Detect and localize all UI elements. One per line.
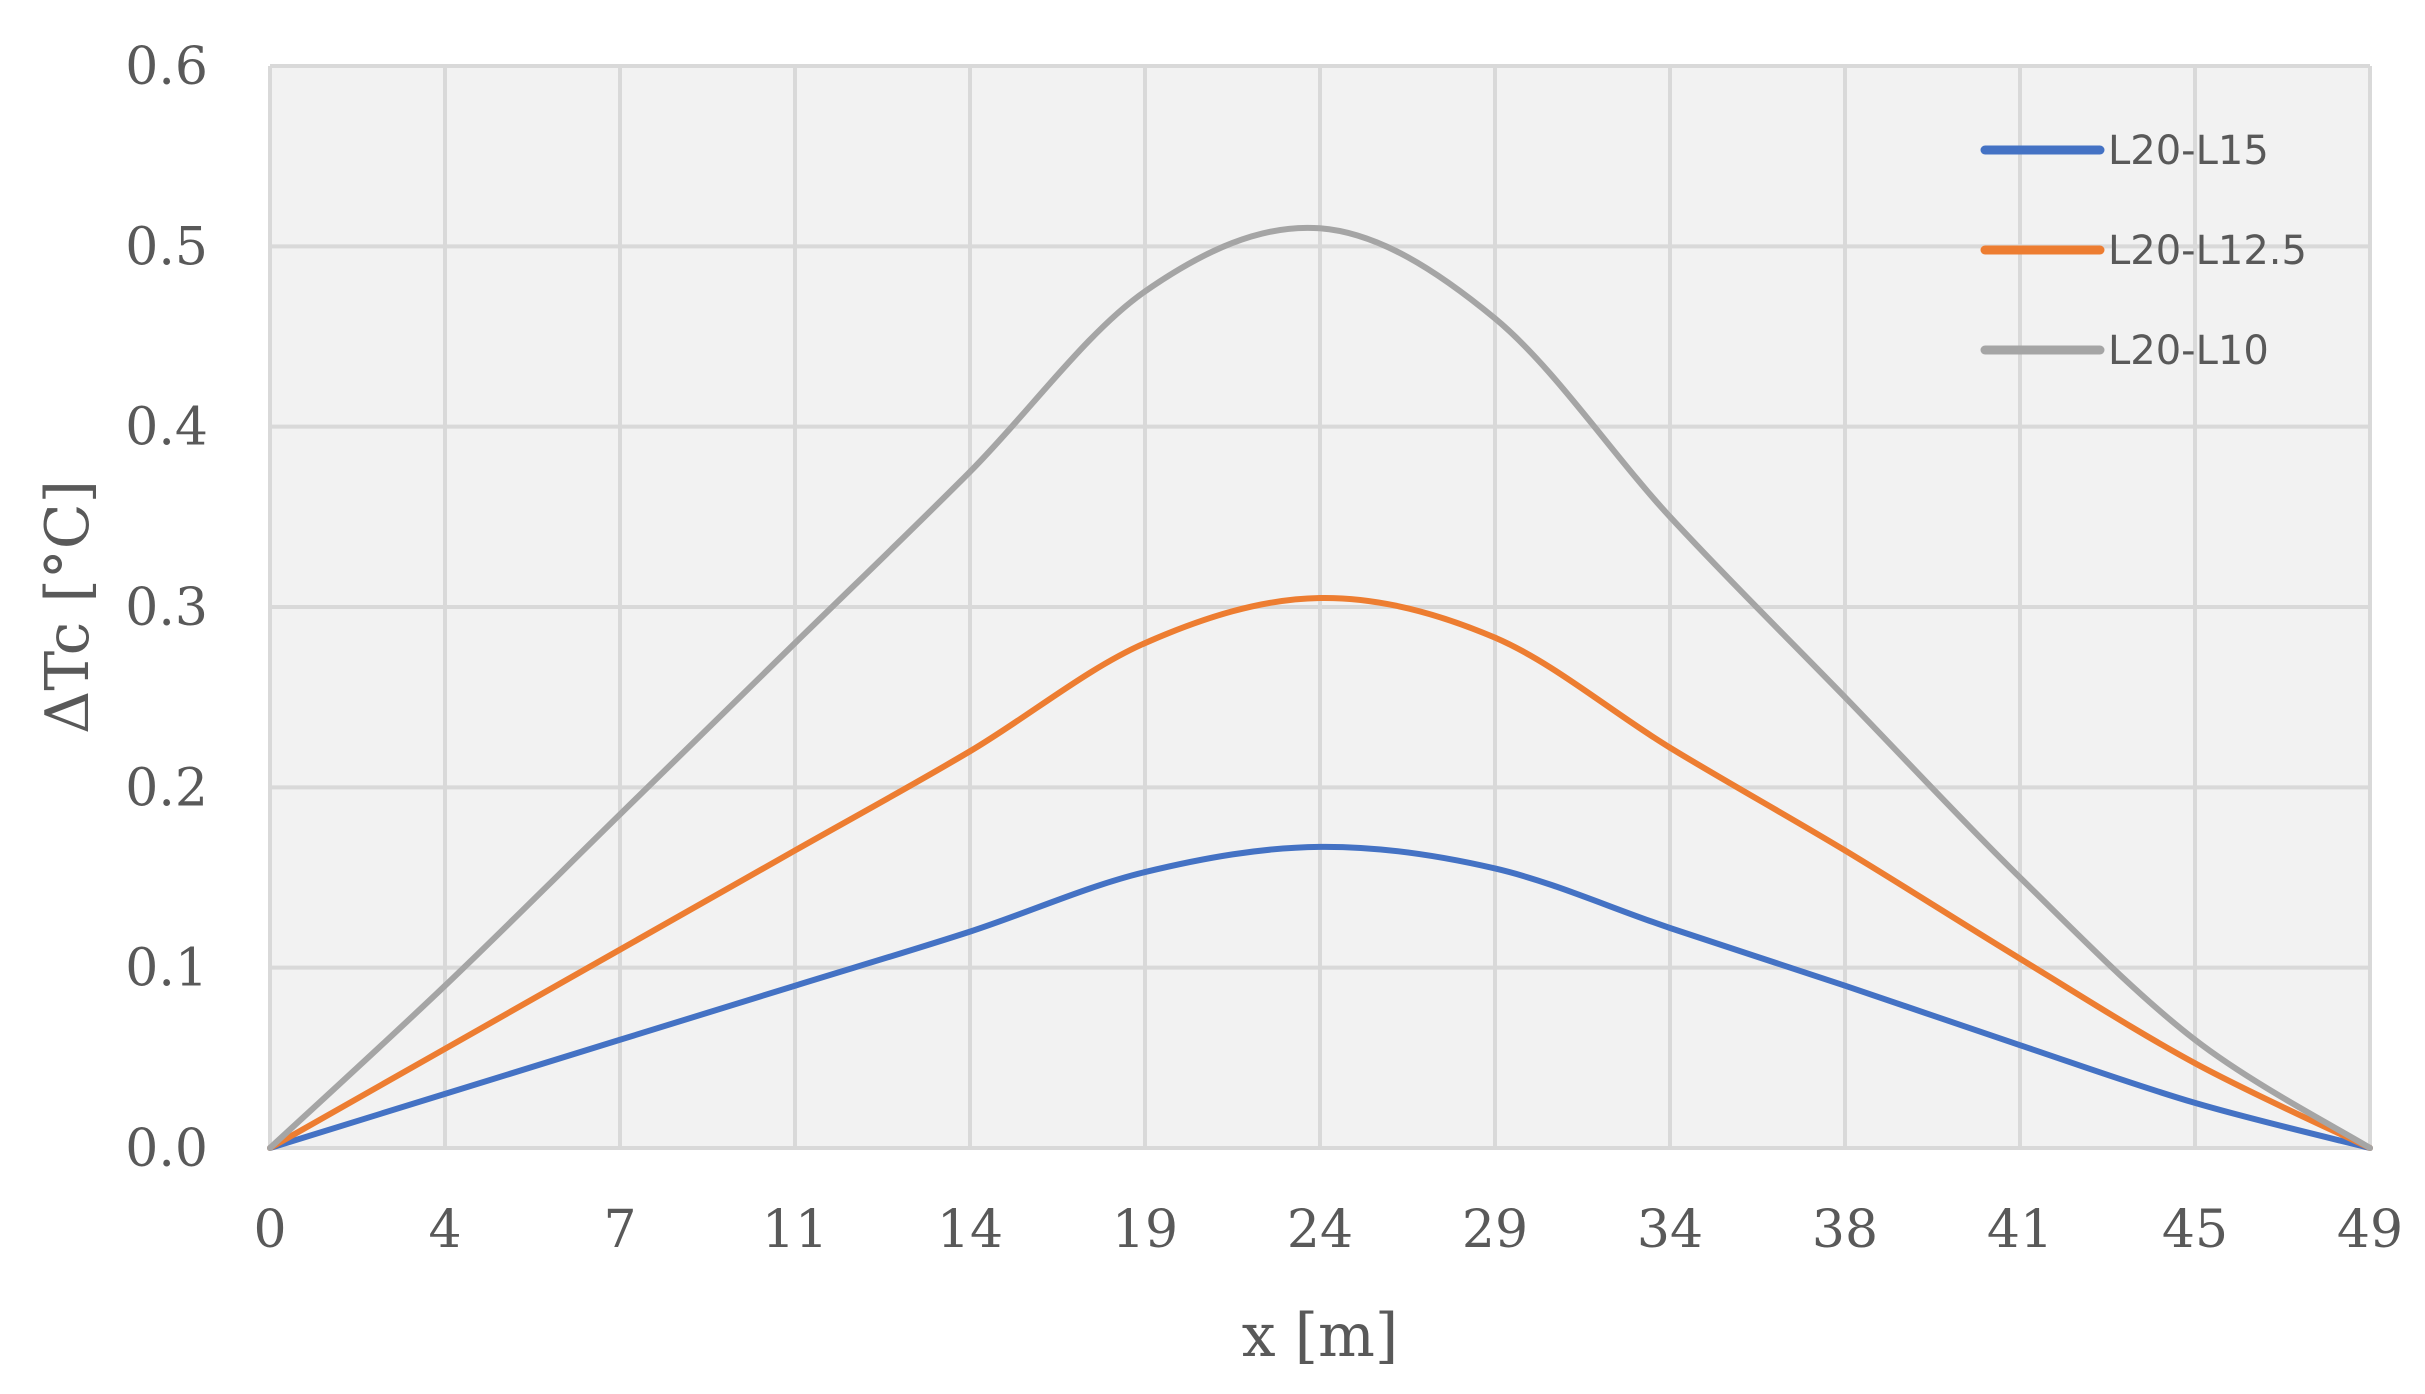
x-tick-label: 7: [603, 1200, 636, 1260]
x-tick-label: 45: [2162, 1200, 2228, 1260]
legend-label-l20-l15: L20-L15: [2108, 128, 2269, 174]
gridlines: [268, 64, 2372, 1150]
x-tick-label: 29: [1462, 1200, 1528, 1260]
y-tick-label: 0.1: [125, 939, 208, 999]
y-axis-title: ΔTc [°C]: [33, 480, 103, 734]
series-line-l20-l12-5: [267, 594, 2373, 1151]
legend: L20-L15 L20-L12.5 L20-L10: [1980, 128, 2307, 374]
legend-label-l20-l10: L20-L10: [2108, 328, 2269, 374]
x-axis-ticks: 0 4 7 11 14 19 24 29 34 38 41 45 49: [253, 1200, 2403, 1260]
x-tick-label: 41: [1987, 1200, 2053, 1260]
x-tick-label: 19: [1112, 1200, 1178, 1260]
y-tick-label: 0.6: [125, 37, 208, 97]
y-tick-label: 0.2: [125, 758, 208, 818]
y-tick-label: 0.5: [125, 217, 208, 277]
y-tick-label: 0.4: [125, 398, 208, 458]
x-tick-label: 11: [762, 1200, 828, 1260]
legend-label-l20-l12-5: L20-L12.5: [2108, 228, 2307, 274]
x-tick-label: 0: [253, 1200, 286, 1260]
y-axis-ticks: 0.0 0.1 0.2 0.3 0.4 0.5 0.6: [125, 37, 208, 1179]
y-tick-label: 0.0: [125, 1119, 208, 1179]
series-line-l20-l10: [267, 224, 2373, 1151]
series-lines: [267, 224, 2373, 1151]
series-line-l20-l15: [267, 843, 2373, 1151]
x-tick-label: 38: [1812, 1200, 1878, 1260]
y-tick-label: 0.3: [125, 578, 208, 638]
x-tick-label: 34: [1637, 1200, 1703, 1260]
x-tick-label: 49: [2337, 1200, 2403, 1260]
x-axis-title: x [m]: [1242, 1301, 1399, 1371]
x-tick-label: 14: [937, 1200, 1003, 1260]
x-tick-label: 4: [428, 1200, 461, 1260]
x-tick-label: 24: [1287, 1200, 1353, 1260]
